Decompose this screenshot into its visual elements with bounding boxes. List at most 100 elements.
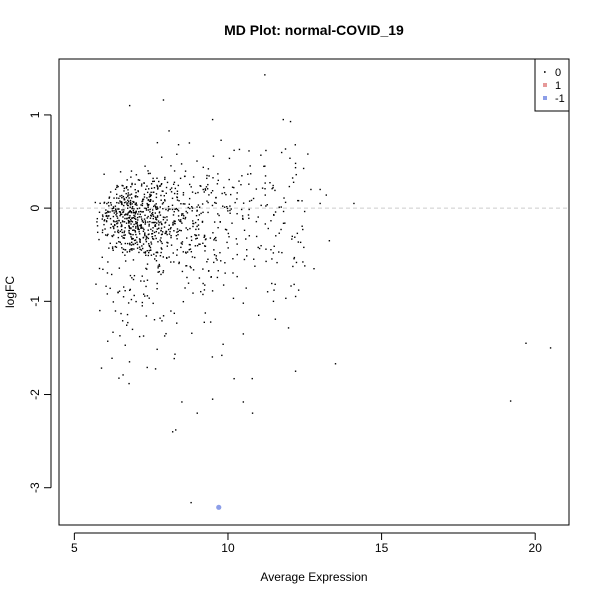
- data-point: [155, 207, 157, 209]
- data-point: [159, 255, 162, 257]
- data-point: [294, 236, 296, 238]
- data-point: [159, 214, 162, 216]
- data-point: [190, 239, 193, 242]
- data-point: [201, 220, 204, 223]
- data-point: [210, 276, 213, 278]
- data-point: [509, 400, 512, 402]
- data-point: [122, 185, 124, 187]
- data-point: [125, 201, 127, 203]
- data-point: [229, 212, 231, 214]
- data-point: [264, 175, 267, 177]
- data-point: [284, 148, 287, 150]
- data-point: [155, 208, 158, 211]
- data-point: [185, 265, 187, 267]
- data-point: [186, 276, 188, 279]
- data-point: [128, 226, 130, 228]
- data-point: [222, 284, 225, 286]
- data-point: [166, 245, 169, 247]
- data-point: [147, 206, 149, 209]
- data-point: [303, 210, 306, 213]
- data-point: [134, 195, 136, 198]
- data-point: [172, 183, 175, 185]
- data-point: [135, 221, 137, 223]
- data-point: [174, 187, 177, 190]
- data-point: [118, 267, 121, 269]
- data-point: [157, 265, 159, 267]
- data-point: [122, 216, 124, 218]
- data-point: [272, 300, 275, 303]
- data-point: [204, 245, 207, 248]
- data-point: [126, 179, 128, 181]
- data-point: [255, 235, 258, 238]
- data-point: [173, 312, 176, 315]
- data-point: [251, 412, 254, 414]
- data-point: [146, 295, 149, 297]
- data-point: [264, 182, 266, 184]
- data-point: [291, 177, 294, 179]
- data-point: [160, 182, 163, 185]
- data-point: [160, 156, 163, 158]
- data-point: [128, 232, 130, 234]
- data-point: [130, 227, 132, 229]
- data-point: [200, 212, 202, 215]
- data-point: [302, 261, 304, 263]
- data-point: [160, 247, 163, 249]
- data-point: [121, 247, 123, 249]
- data-point: [270, 220, 272, 222]
- data-point: [144, 234, 146, 237]
- data-point: [141, 200, 143, 203]
- data-point: [147, 251, 150, 254]
- data-point: [189, 207, 191, 210]
- data-point: [302, 167, 305, 170]
- data-point: [187, 206, 189, 209]
- data-point: [129, 203, 132, 206]
- data-point: [123, 201, 126, 204]
- data-point: [156, 251, 158, 253]
- data-point: [141, 202, 144, 205]
- data-point: [155, 203, 157, 205]
- data-point: [162, 190, 164, 192]
- data-point: [162, 271, 164, 274]
- data-point: [186, 212, 189, 214]
- data-point: [116, 201, 118, 204]
- data-point: [284, 222, 286, 224]
- data-point: [129, 210, 131, 213]
- data-point: [118, 240, 120, 243]
- data-point: [126, 218, 128, 220]
- data-point: [265, 260, 267, 263]
- data-point: [170, 165, 172, 167]
- data-point: [200, 290, 202, 293]
- data-point: [150, 183, 153, 185]
- data-point: [164, 176, 166, 179]
- data-point: [157, 271, 159, 273]
- data-point: [122, 296, 125, 298]
- data-point: [289, 157, 291, 159]
- data-point: [161, 223, 163, 226]
- data-point: [242, 401, 245, 403]
- data-point: [150, 228, 152, 231]
- y-axis-label: logFC: [3, 276, 17, 308]
- data-point: [106, 272, 109, 274]
- data-point: [96, 231, 99, 234]
- data-point: [130, 211, 133, 214]
- data-point: [137, 213, 139, 215]
- data-point: [147, 205, 149, 207]
- data-point: [118, 377, 120, 379]
- data-point: [109, 217, 112, 220]
- data-point: [171, 208, 174, 211]
- x-tick-label: 10: [221, 541, 235, 555]
- data-point: [236, 253, 238, 256]
- data-point: [112, 206, 115, 208]
- data-point: [137, 219, 139, 221]
- data-point: [236, 198, 238, 200]
- data-point: [132, 216, 134, 219]
- data-point: [204, 238, 207, 241]
- data-point: [120, 213, 122, 216]
- x-tick-label: 15: [375, 541, 389, 555]
- data-point: [101, 229, 104, 231]
- data-point: [192, 225, 194, 228]
- data-point: [182, 203, 185, 205]
- data-point: [142, 198, 144, 201]
- data-point: [150, 214, 152, 217]
- data-point: [238, 180, 240, 182]
